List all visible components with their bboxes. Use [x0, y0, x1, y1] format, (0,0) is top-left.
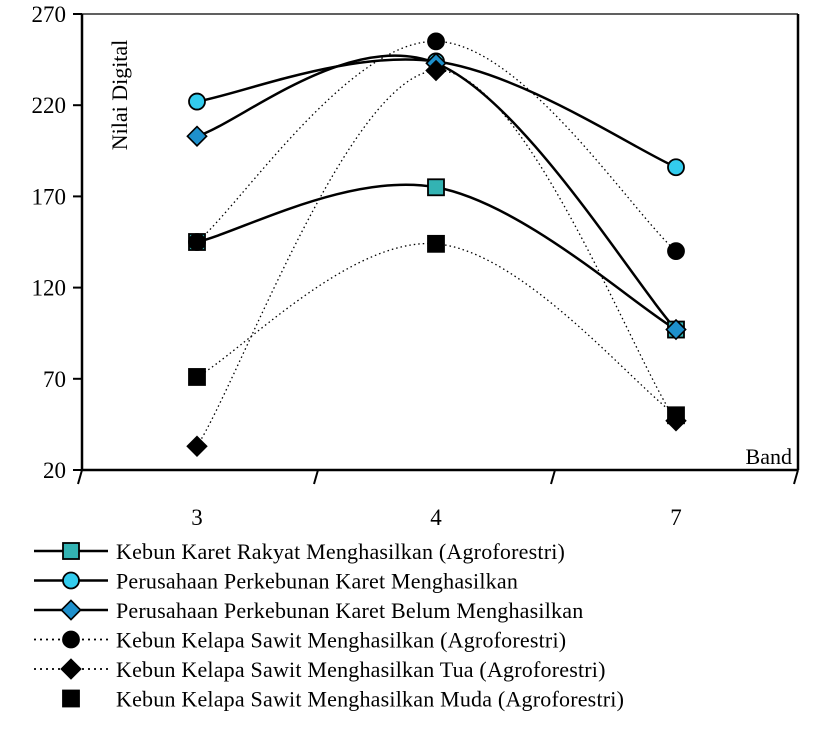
legend-label-6: Kebun Kelapa Sawit Menghasilkan Muda (Ag… [116, 687, 624, 712]
legend-label-4: Kebun Kelapa Sawit Menghasilkan (Agrofor… [116, 628, 566, 653]
y-axis-title: Nilai Digital [107, 40, 132, 151]
series-4-point-1 [188, 233, 206, 251]
axes: 20 70 120 170 220 270 3 4 7 Nilai Digital Band [32, 2, 800, 530]
y-tick-label-5: 270 [32, 2, 67, 27]
y-tick-label-1: 70 [43, 367, 66, 392]
series-line-4 [196, 40, 677, 252]
legend-item-6: Kebun Kelapa Sawit Menghasilkan Muda (Ag… [62, 687, 624, 712]
legend-marker-6 [62, 689, 80, 708]
series-6-point-2 [427, 234, 445, 253]
x-tick-label-2: 7 [670, 505, 682, 530]
x-tick-label-0: 3 [191, 505, 203, 530]
legend-marker-1 [62, 542, 80, 560]
legend-item-5: Kebun Kelapa Sawit Menghasilkan Tua (Agr… [34, 657, 606, 682]
legend-label-2: Perusahaan Perkebunan Karet Menghasilkan [116, 569, 518, 594]
y-tick-label-4: 220 [32, 93, 67, 118]
series-line-6 [196, 243, 677, 416]
legend-label-3: Perusahaan Perkebunan Karet Belum Mengha… [116, 598, 583, 623]
series-line-5 [196, 69, 677, 447]
legend-item-2: Perusahaan Perkebunan Karet Menghasilkan [34, 569, 518, 594]
legend-label-1: Kebun Karet Rakyat Menghasilkan (Agrofor… [116, 539, 565, 564]
series-markers [186, 32, 687, 458]
legend-marker-3 [60, 599, 82, 621]
legend-item-4: Kebun Kelapa Sawit Menghasilkan (Agrofor… [34, 628, 566, 653]
series-2-point-1 [188, 92, 206, 111]
series-5-point-1 [186, 435, 208, 458]
series-3-point-1 [186, 125, 208, 147]
x-tick-2 [550, 469, 556, 485]
y-tick-label-2: 120 [32, 276, 67, 301]
x-tick-label-1: 4 [430, 505, 442, 530]
legend-item-3: Perusahaan Perkebunan Karet Belum Mengha… [34, 598, 583, 623]
series-4-point-2 [427, 32, 445, 51]
y-tick-label-0: 20 [43, 458, 66, 483]
x-tick-1 [313, 469, 319, 485]
legend: Kebun Karet Rakyat Menghasilkan (Agrofor… [34, 539, 624, 712]
series-3-point-3 [665, 318, 687, 341]
x-tick-3 [793, 469, 799, 485]
y-tick-label-3: 170 [32, 184, 67, 209]
series-4-point-3 [667, 242, 685, 261]
legend-marker-5 [60, 658, 82, 680]
legend-marker-4 [62, 630, 80, 649]
legend-item-1: Kebun Karet Rakyat Menghasilkan (Agrofor… [34, 539, 565, 564]
series-6-point-1 [188, 368, 206, 386]
series-5-point-2 [425, 59, 447, 82]
series-2-point-3 [667, 158, 685, 177]
legend-marker-2 [62, 571, 80, 590]
series-line-1 [196, 183, 677, 331]
legend-label-5: Kebun Kelapa Sawit Menghasilkan Tua (Agr… [116, 657, 606, 682]
x-tick-0 [77, 469, 83, 485]
x-axis-title: Band [746, 444, 792, 469]
series-1-point-2 [427, 178, 445, 197]
series-6-point-3 [667, 406, 685, 425]
